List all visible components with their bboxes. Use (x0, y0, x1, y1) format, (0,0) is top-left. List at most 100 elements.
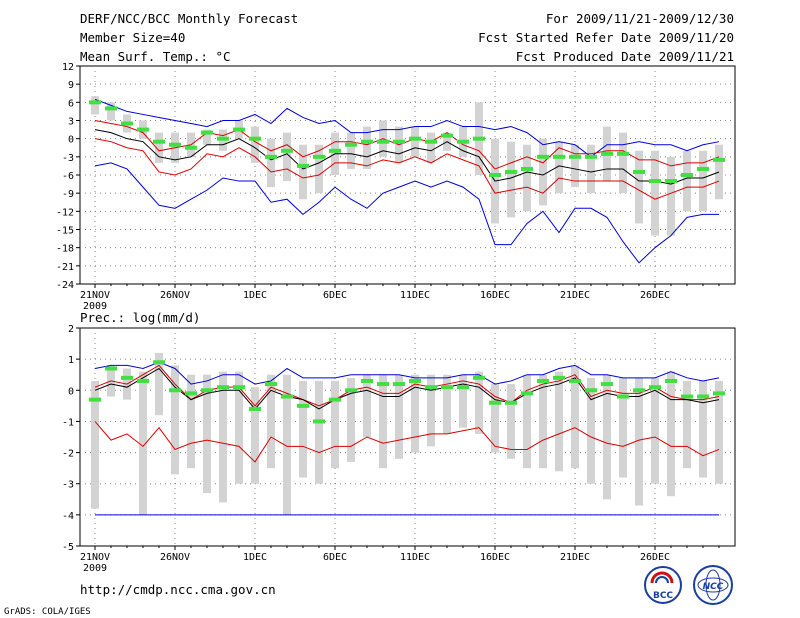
median-marker (345, 388, 357, 393)
median-marker (521, 391, 533, 396)
median-marker (489, 400, 501, 405)
median-marker (505, 400, 517, 405)
spread-box (667, 371, 675, 497)
spread-box (699, 380, 707, 478)
median-marker (649, 179, 661, 184)
year-label: 2009 (83, 563, 107, 574)
median-marker (153, 360, 165, 365)
series-line-mean (94, 367, 720, 410)
spread-box (379, 374, 387, 469)
median-marker (601, 382, 613, 387)
x-tick-label: 16DEC (480, 290, 510, 301)
y-tick-label: -1 (62, 417, 74, 428)
spread-box (523, 144, 531, 212)
median-marker (457, 139, 469, 144)
precipitation-panel: 2 1 0 -1 -2 -3 -4 -5 21NOV 26NOV 1DEC 6DEC 11DEC 16DE… (62, 324, 736, 574)
median-marker (633, 388, 645, 393)
spread-box (219, 371, 227, 503)
median-marker (281, 394, 293, 399)
spread-box (187, 374, 195, 469)
spread-box (523, 374, 531, 469)
spread-box (443, 374, 451, 434)
spread-box (235, 371, 243, 484)
spread-box (267, 374, 275, 469)
spread-box (315, 144, 323, 194)
spread-box (155, 132, 163, 163)
median-marker (537, 378, 549, 383)
spread-box (251, 126, 259, 163)
median-marker (441, 133, 453, 138)
median-marker (233, 127, 245, 132)
median-marker (233, 385, 245, 390)
temperature-panel: 12 9 6 3 0 -3 -6 -9 -12 -15 -18 -21 -24 21NOV 26NOV 1DE… (56, 62, 736, 312)
variable-label: Mean Surf. Temp.: °C (80, 49, 231, 64)
median-marker (409, 136, 421, 141)
median-marker (681, 173, 693, 177)
spread-box (251, 387, 259, 484)
spread-box (411, 126, 419, 157)
median-marker (217, 385, 229, 390)
median-marker (473, 375, 485, 380)
series-line-lower (94, 138, 720, 200)
y-tick-label: -6 (62, 171, 74, 182)
median-marker (297, 163, 309, 168)
spread-box (619, 132, 627, 194)
series-line-max (94, 98, 720, 158)
median-marker (281, 148, 293, 153)
median-marker (185, 391, 197, 396)
median-marker (329, 397, 341, 402)
series-line-lower (94, 421, 720, 463)
median-marker (457, 385, 469, 390)
website-url: http://cmdp.ncc.cma.gov.cn (80, 582, 276, 597)
spread-box (267, 138, 275, 188)
median-marker (377, 139, 389, 144)
spread-box (651, 150, 659, 236)
median-marker (121, 121, 133, 126)
median-marker (409, 378, 421, 383)
median-marker (185, 145, 197, 150)
median-marker (633, 169, 645, 174)
spread-box (619, 377, 627, 478)
precip-panel-title: Prec.: log(mm/d) (80, 310, 200, 325)
median-marker (89, 397, 101, 402)
median-marker (665, 378, 677, 383)
spread-box (363, 126, 371, 169)
median-marker (201, 388, 213, 393)
y-tick-label: -12 (56, 207, 74, 218)
y-tick-label: -2 (62, 449, 74, 460)
series-line-max (94, 361, 720, 385)
bcc-logo-text: BCC (653, 591, 673, 601)
y-tick-label: -3 (62, 480, 74, 491)
median-marker (249, 136, 261, 141)
x-tick-label: 6DEC (323, 290, 347, 301)
series-line-upper (94, 120, 720, 170)
median-marker (89, 100, 101, 105)
y-tick-label: 12 (62, 62, 74, 73)
x-tick-label: 26NOV (160, 552, 190, 563)
median-marker (361, 139, 373, 144)
x-tick-label: 6DEC (323, 552, 347, 563)
year-label: 2009 (83, 301, 107, 312)
grads-credit: GrADS: COLA/IGES (4, 607, 91, 617)
member-size: Member Size=40 (80, 30, 185, 45)
ncc-logo: NCC (693, 565, 733, 605)
x-tick-label: 1DEC (243, 552, 267, 563)
spread-box (347, 377, 355, 462)
spread-box (683, 150, 691, 212)
median-marker (313, 419, 325, 424)
median-marker (649, 385, 661, 390)
spread-box (395, 374, 403, 459)
ncc-logo-text: NCC (703, 582, 724, 592)
x-tick-label: 26DEC (640, 552, 670, 563)
spread-box (555, 371, 563, 472)
x-tick-label: 21DEC (560, 290, 590, 301)
median-marker (601, 151, 613, 156)
y-tick-label: -21 (56, 262, 74, 273)
median-marker (345, 142, 357, 147)
median-marker (665, 179, 677, 184)
spread-box (683, 380, 691, 469)
median-marker (217, 136, 229, 141)
spread-box (475, 371, 483, 434)
spread-box (203, 374, 211, 494)
